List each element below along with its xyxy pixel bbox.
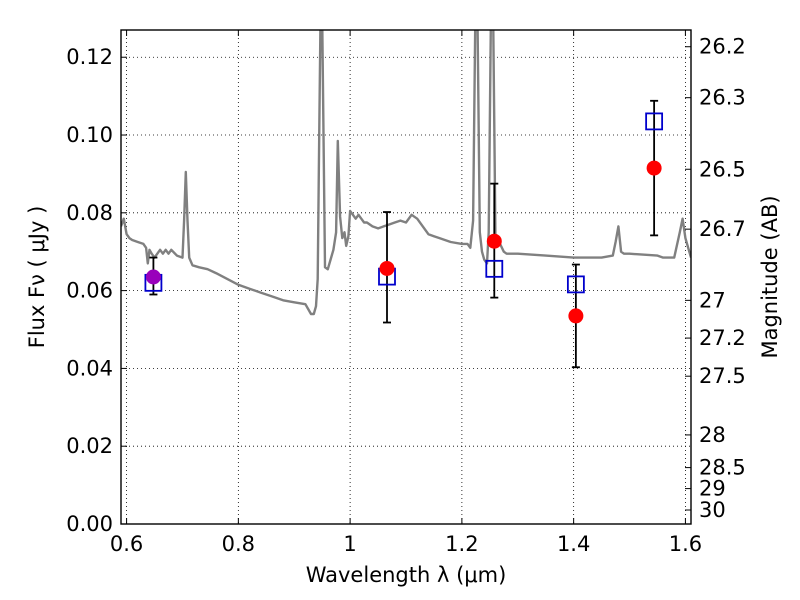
x-tick-label: 0.8	[222, 532, 255, 556]
y2-tick-label: 26.3	[699, 86, 746, 110]
y2-tick-label: 30	[699, 498, 726, 522]
y-axis-left: 0.00 0.02 0.04 0.06 0.08 0.10 0.12	[66, 45, 127, 536]
x-tick-label: 1.6	[669, 532, 702, 556]
y-tick-label: 0.02	[66, 434, 113, 458]
model-photometry-square	[645, 112, 664, 131]
y2-tick-label: 28.5	[699, 456, 746, 480]
plot-frame	[120, 29, 692, 525]
y2-axis-title: Magnitude (AB)	[758, 195, 782, 358]
y2-tick-label: 27.5	[699, 364, 746, 388]
y2-tick-label: 29	[699, 477, 726, 501]
y2-tick-label: 26.7	[699, 217, 746, 241]
y-tick-label: 0.12	[66, 45, 113, 69]
y2-tick-label: 27	[699, 288, 726, 312]
observed-flux-point	[568, 308, 584, 324]
y2-tick-label: 27.2	[699, 326, 746, 350]
x-tick-label: 1.2	[445, 532, 478, 556]
x-tick-label: 1	[343, 532, 356, 556]
y-tick-label: 0.10	[66, 123, 113, 147]
y-axis-title: Flux Fν ( μJy )	[25, 206, 49, 349]
observed-flux-point	[486, 233, 502, 249]
x-tick-label: 1.4	[557, 532, 590, 556]
markers-layer	[144, 99, 664, 369]
model-photometry-square	[485, 259, 504, 278]
model-photometry-square	[566, 275, 585, 294]
observed-flux-point	[145, 269, 161, 285]
x-axis: 0.6 0.8 1 1.2 1.4 1.6	[110, 30, 702, 556]
model-spectrum-line	[121, 30, 691, 316]
y2-tick-label: 26.2	[699, 35, 746, 59]
x-tick-label: 0.6	[110, 532, 143, 556]
y2-tick-label: 26.5	[699, 157, 746, 181]
observed-flux-point	[379, 260, 395, 276]
plot-series	[121, 30, 691, 316]
y2-tick-label: 28	[699, 423, 726, 447]
observed-flux-point	[646, 160, 662, 176]
grid-lines	[121, 30, 691, 525]
x-axis-title: Wavelength λ (μm)	[306, 563, 507, 587]
y-tick-label: 0.06	[66, 279, 113, 303]
y-tick-label: 0.00	[66, 512, 113, 536]
y-tick-label: 0.04	[66, 356, 113, 380]
y-tick-label: 0.08	[66, 201, 113, 225]
